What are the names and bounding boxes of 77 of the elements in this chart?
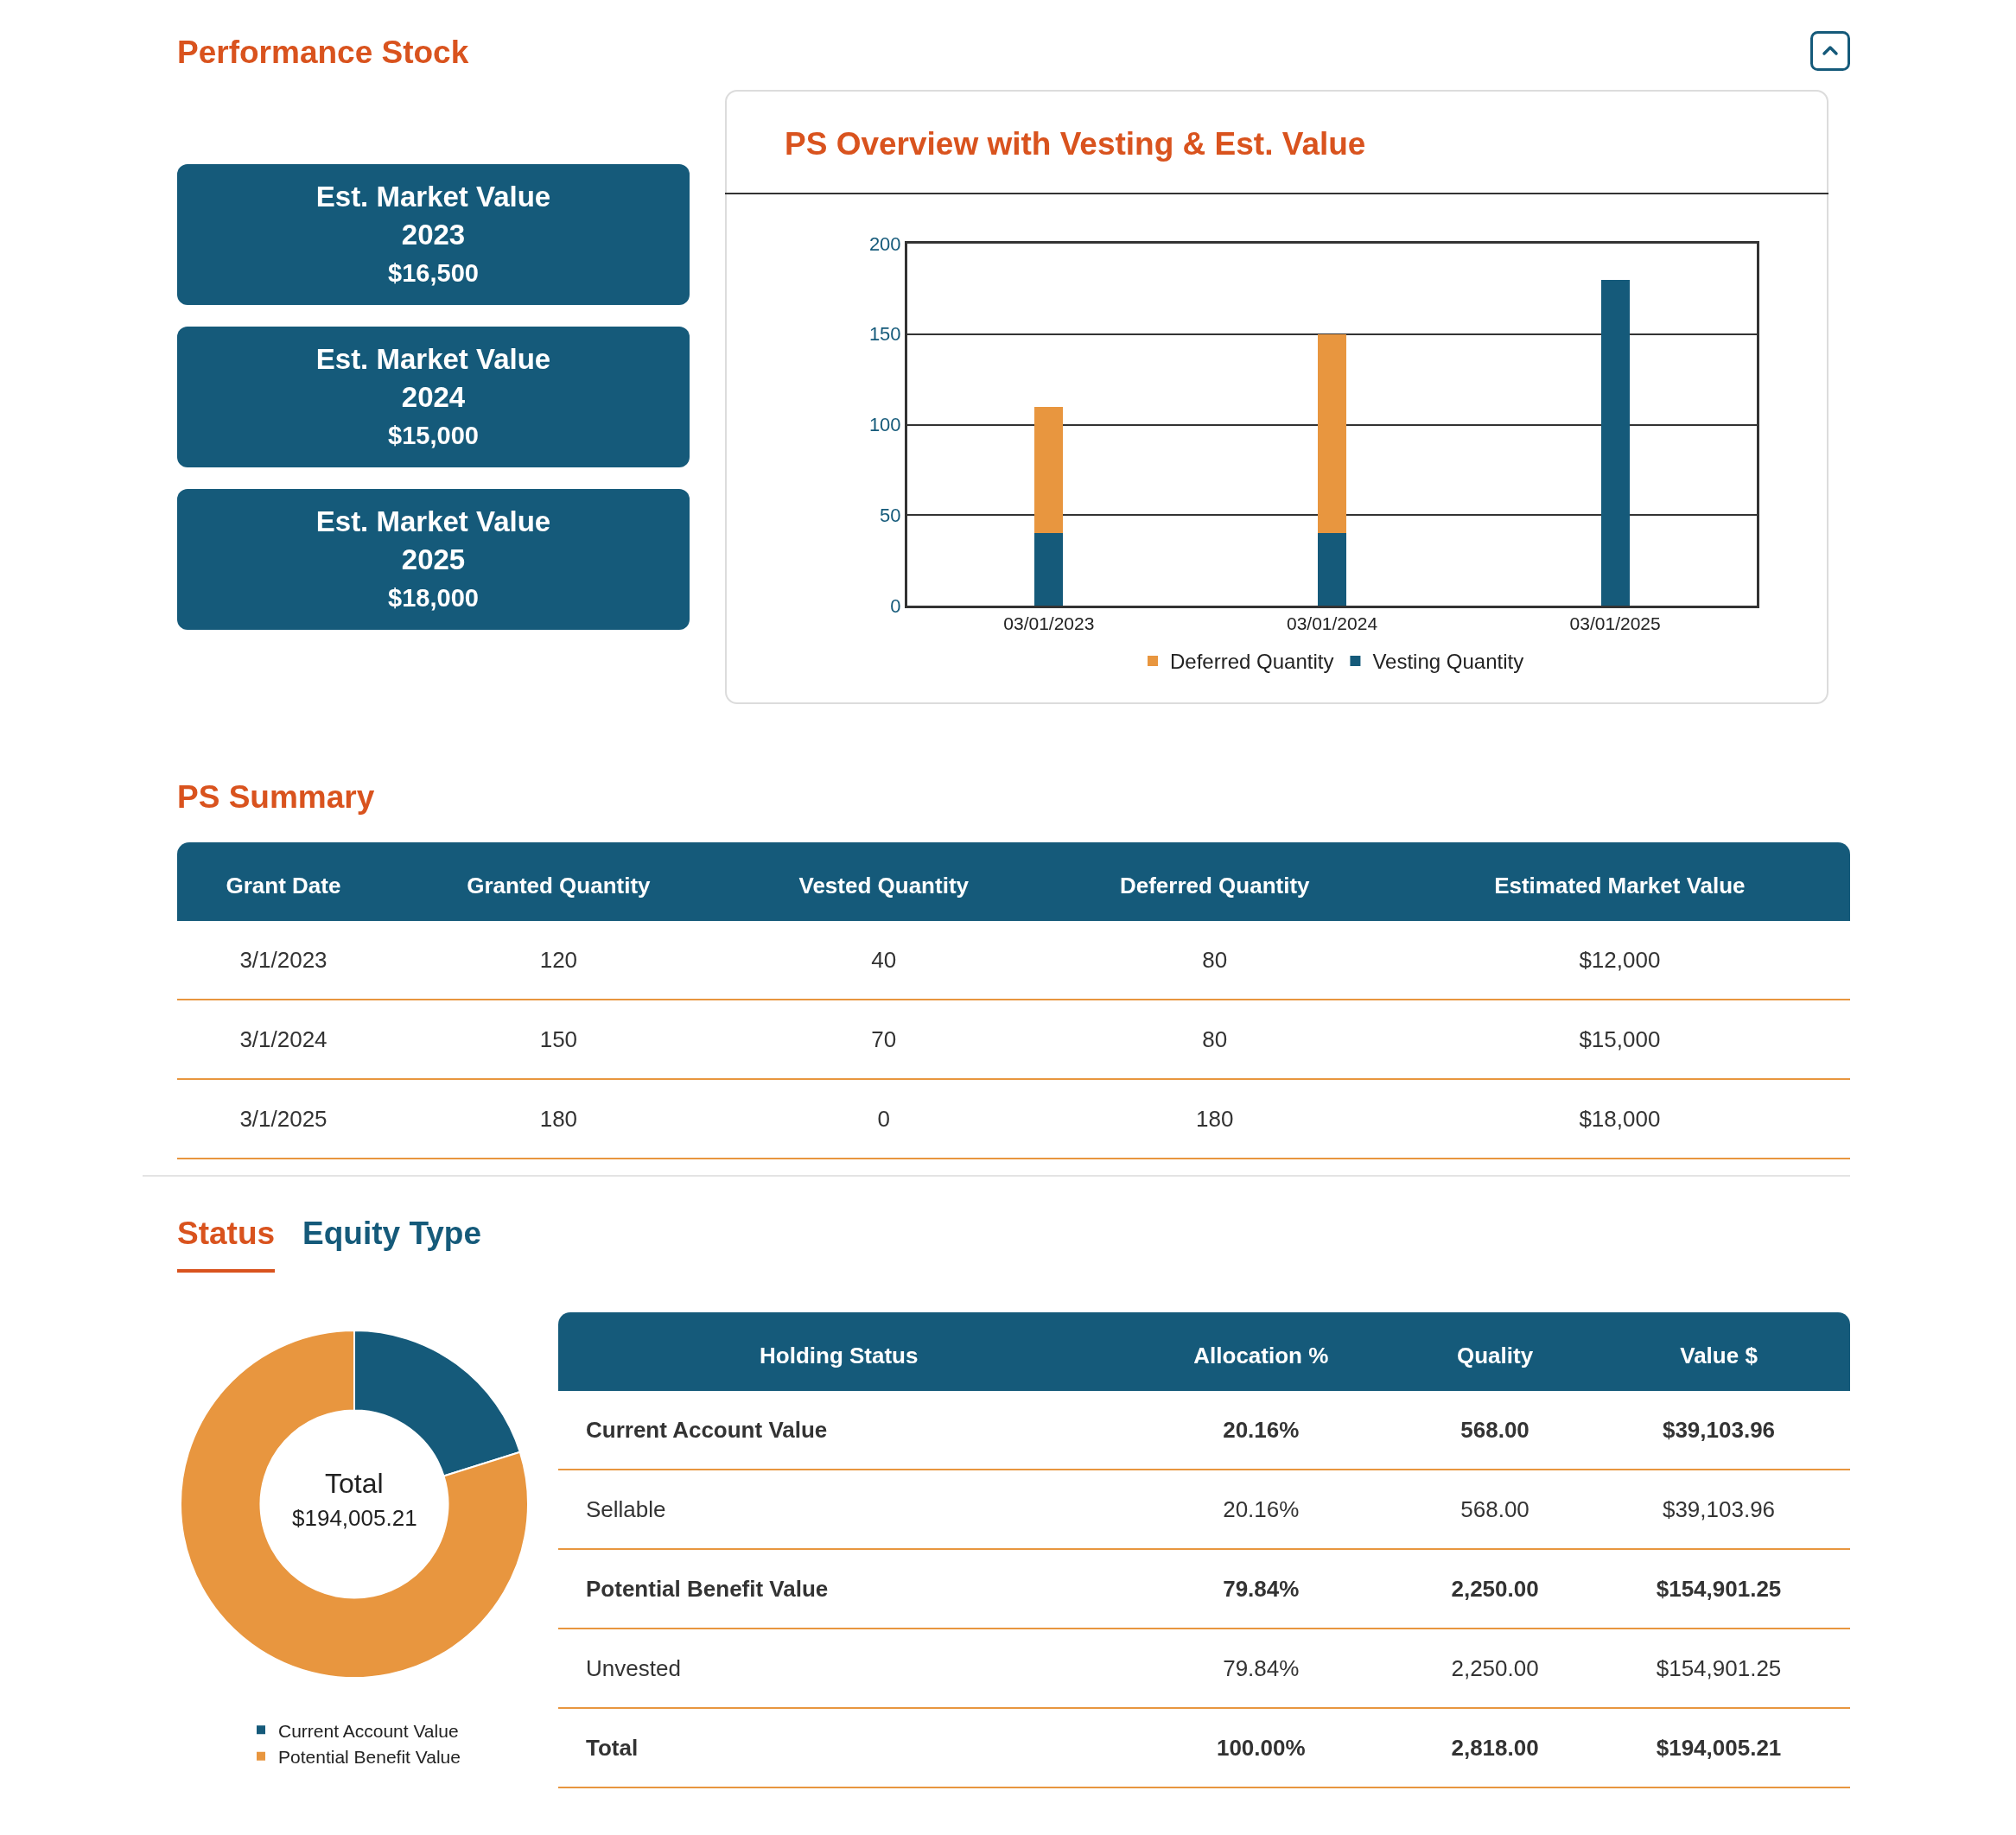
text: 2,818.00 xyxy=(1402,1708,1588,1787)
x-tick-label: 03/01/2024 xyxy=(1286,613,1378,634)
category-label: Deferred Quantity xyxy=(1040,842,1390,921)
y-tick-label: 150 xyxy=(868,323,901,346)
text: 2024 xyxy=(400,379,467,415)
category-label: Quality xyxy=(1402,1312,1588,1391)
text: Est. Market Value xyxy=(315,179,552,214)
text: 3/1/2024 xyxy=(177,1000,390,1079)
text: $194,005.21 xyxy=(292,1505,417,1531)
text: 3/1/2025 xyxy=(177,1079,390,1159)
legend-label: Potential Benefit Value xyxy=(278,1746,461,1767)
category-label: Holding Status xyxy=(558,1312,1120,1391)
text: Current Account Value xyxy=(558,1391,1120,1470)
chart-title: PS Overview with Vesting & Est. Value xyxy=(785,126,1366,162)
text: 2025 xyxy=(400,542,467,577)
text: $154,901.25 xyxy=(1587,1629,1850,1708)
category-label: Grant Date xyxy=(177,842,390,921)
text: 2,250.00 xyxy=(1402,1549,1588,1629)
bar xyxy=(1034,406,1064,534)
text: 568.00 xyxy=(1402,1391,1588,1470)
text: 2,250.00 xyxy=(1402,1629,1588,1708)
text: Total xyxy=(558,1708,1120,1787)
y-tick-label: 0 xyxy=(890,594,901,617)
category-label: Value $ xyxy=(1587,1312,1850,1391)
text: Equity Type xyxy=(302,1216,482,1251)
text: 70 xyxy=(727,1000,1040,1079)
text: 2023 xyxy=(400,217,467,252)
text: 79.84% xyxy=(1119,1629,1403,1708)
x-tick-label: 03/01/2025 xyxy=(1569,613,1661,634)
category-label: Granted Quantity xyxy=(389,842,728,921)
text: Unvested xyxy=(558,1629,1120,1708)
legend-label: Current Account Value xyxy=(278,1720,459,1741)
text: 150 xyxy=(389,1000,728,1079)
text: Performance Stock xyxy=(177,35,469,71)
text: 79.84% xyxy=(1119,1549,1403,1629)
legend-label: Vesting Quantity xyxy=(1372,650,1524,674)
bar xyxy=(1318,333,1346,534)
donut-slice xyxy=(180,1330,529,1679)
text: Potential Benefit Value xyxy=(558,1549,1120,1629)
y-tick-label: 100 xyxy=(868,414,901,436)
text: Est. Market Value xyxy=(315,504,552,539)
bar xyxy=(1034,533,1064,606)
text: Est. Market Value xyxy=(315,341,552,377)
category-label: Allocation % xyxy=(1119,1312,1403,1391)
text: $18,000 xyxy=(387,582,480,613)
text: $16,500 xyxy=(387,257,480,289)
text: $39,103.96 xyxy=(1587,1470,1850,1549)
legend-label: Deferred Quantity xyxy=(1170,650,1334,674)
text: 180 xyxy=(389,1079,728,1159)
text: Status xyxy=(177,1216,276,1273)
text: Sellable xyxy=(558,1470,1120,1549)
text: $194,005.21 xyxy=(1587,1708,1850,1787)
text: $18,000 xyxy=(1389,1079,1850,1159)
y-tick-label: 50 xyxy=(880,504,901,526)
text: 80 xyxy=(1040,1000,1390,1079)
text: 40 xyxy=(727,921,1040,1000)
text: $15,000 xyxy=(387,420,480,451)
category-label: Estimated Market Value xyxy=(1389,842,1850,921)
text: 20.16% xyxy=(1119,1470,1403,1549)
text: 3/1/2023 xyxy=(177,921,390,1000)
x-tick-label: 03/01/2023 xyxy=(1003,613,1095,634)
y-tick-label: 200 xyxy=(868,232,901,255)
bar xyxy=(1318,533,1346,606)
text: $12,000 xyxy=(1389,921,1850,1000)
text: $154,901.25 xyxy=(1587,1549,1850,1629)
text: PS Summary xyxy=(177,779,375,815)
text: $39,103.96 xyxy=(1587,1391,1850,1470)
text: Total xyxy=(325,1468,384,1499)
text: $15,000 xyxy=(1389,1000,1850,1079)
bar xyxy=(1600,279,1630,606)
text: 80 xyxy=(1040,921,1390,1000)
text: 568.00 xyxy=(1402,1470,1588,1549)
text: 180 xyxy=(1040,1079,1390,1159)
text: 20.16% xyxy=(1119,1391,1403,1470)
category-label: Vested Quantity xyxy=(727,842,1040,921)
text: 120 xyxy=(389,921,728,1000)
text: 100.00% xyxy=(1119,1708,1403,1787)
